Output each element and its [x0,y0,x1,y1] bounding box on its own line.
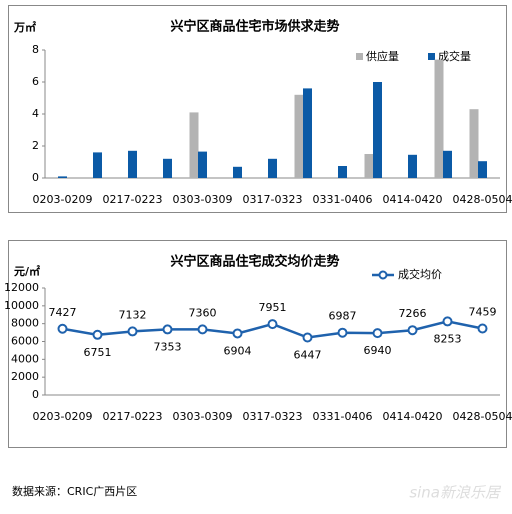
data-label: 8253 [434,332,462,345]
data-label: 7353 [154,340,182,353]
legend-label: 供应量 [366,49,399,63]
point [232,328,243,339]
data-label: 6987 [329,310,357,323]
legend-swatch [428,53,435,60]
x-tick-label: 0331-0406 [313,193,373,206]
data-label: 7360 [189,306,217,319]
source-note: 数据来源：CRIC广西片区 [12,484,137,498]
data-label: 7951 [259,301,287,314]
bar [443,150,452,178]
chart-title: 兴宁区商品住宅市场供求走势 [170,19,339,35]
bar [233,166,242,178]
legend-label: 成交均价 [398,267,442,281]
point [442,316,453,327]
bar [268,158,277,178]
bar [373,82,382,178]
chart-title: 兴宁区商品住宅成交均价走势 [170,254,339,270]
bar [189,112,199,178]
data-label: 6447 [294,349,322,362]
x-tick-label: 0414-0420 [383,193,443,206]
x-tick-label: 0317-0323 [243,410,303,423]
point [302,332,313,343]
y-tick-label: 4 [32,107,39,120]
bar [294,94,304,178]
point [337,327,348,338]
bar [478,161,487,178]
point [407,325,418,336]
point [372,328,383,339]
data-label: 7427 [49,306,77,319]
data-label: 7132 [119,308,147,321]
y-tick-label: 10000 [4,299,39,312]
x-tick-label: 0303-0309 [173,193,233,206]
x-tick-label: 0428-0504 [453,410,512,423]
x-tick-label: 0414-0420 [383,410,443,423]
bar [303,88,312,178]
y-tick-label: 8000 [11,317,39,330]
data-label: 7266 [399,307,427,320]
bar [93,152,102,178]
point [57,323,68,334]
y-tick-label: 2 [32,139,39,152]
y-tick-label: 6000 [11,335,39,348]
x-tick-label: 0303-0309 [173,410,233,423]
bar [198,151,207,178]
x-tick-label: 0203-0209 [33,410,93,423]
chart-frame [8,5,507,213]
point [267,319,278,330]
x-tick-label: 0331-0406 [313,410,373,423]
bar [364,154,374,178]
point [197,324,208,335]
point [92,329,103,340]
x-tick-label: 0317-0323 [243,193,303,206]
y-tick-label: 8 [32,43,39,56]
y-tick-label: 0 [32,171,39,184]
data-label: 6940 [364,344,392,357]
legend-label: 成交量 [438,49,471,63]
bar [58,176,67,178]
data-label: 6904 [224,344,252,357]
x-tick-label: 0428-0504 [453,193,512,206]
data-label: 7459 [469,305,497,318]
bar [163,158,172,178]
bar [338,166,347,178]
legend-swatch [356,53,363,60]
point [127,326,138,337]
bar [408,154,417,178]
y-tick-label: 2000 [11,370,39,383]
point [477,323,488,334]
point [162,324,173,335]
legend-marker [378,270,388,280]
x-tick-label: 0203-0209 [33,193,93,206]
y-tick-label: 12000 [4,281,39,294]
y-tick-label: 6 [32,75,39,88]
bar [434,59,444,178]
y-axis-unit: 元/㎡ [14,264,40,278]
chart-frame [8,240,507,448]
y-axis-unit: 万㎡ [13,20,36,34]
y-tick-label: 4000 [11,352,39,365]
y-tick-label: 0 [32,388,39,401]
x-tick-label: 0217-0223 [103,193,163,206]
data-label: 6751 [84,346,112,359]
x-tick-label: 0217-0223 [103,410,163,423]
bar [128,150,137,178]
watermark: sina新浪乐居 [409,484,502,502]
bar [469,109,479,178]
